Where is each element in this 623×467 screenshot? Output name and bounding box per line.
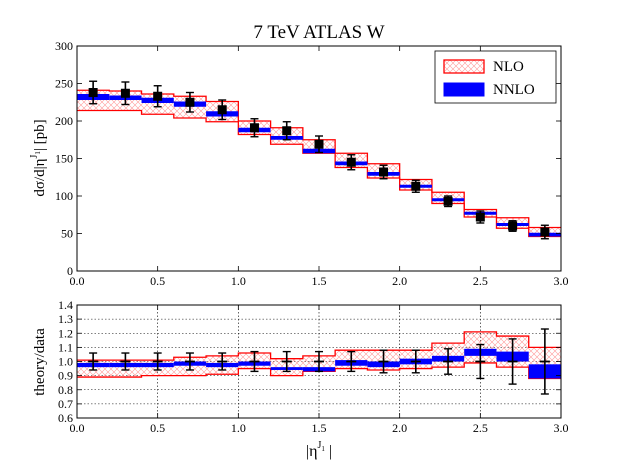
data-point [314,139,324,149]
y-tick-label: 1.0 [58,355,73,369]
x-tick-label: 2.5 [473,421,488,435]
x-tick-label: 3.0 [554,274,569,288]
legend-label-nnlo: NNLO [493,82,535,98]
data-point [153,91,163,101]
data-point [185,97,195,107]
data-point [346,157,356,167]
data-point [443,196,453,206]
data-point [508,221,518,231]
y-tick-label: 50 [61,227,73,241]
data-point [475,212,485,222]
y-tick-label: 1.3 [58,312,73,326]
y-tick-label: 150 [55,152,73,166]
ylabel-subscript: 1 [34,151,42,155]
y-tick-label: 100 [55,189,73,203]
x-tick-label: 2.5 [473,274,488,288]
data-point [411,181,421,191]
y-tick-label: 1.4 [58,298,73,312]
data-point [282,126,292,136]
ylabel-superscript: J [29,155,40,159]
data-point [217,105,227,115]
y-tick-label: 0.6 [58,411,73,425]
y-tick-label: 0.9 [58,369,73,383]
y-tick-label: 0.7 [58,397,73,411]
ylabel-main: dσ/d|η [32,158,48,196]
x-tick-label: 0.5 [150,421,165,435]
x-tick-label: 0.0 [70,274,85,288]
x-tick-label: 2.0 [392,421,407,435]
data-point [249,123,259,133]
x-axis-label: |ηJ1 | [306,440,332,460]
data-point [540,227,550,237]
legend-swatch-nnlo [443,82,485,97]
x-tick-label: 1.0 [231,274,246,288]
nlo-low-edge [77,109,561,238]
x-tick-label: 0.0 [70,421,85,435]
legend-swatch-nlo [443,59,485,74]
y-tick-label: 1.1 [58,340,73,354]
x-tick-label: 0.5 [150,274,165,288]
y-tick-label: 300 [55,39,73,53]
x-tick-label: 1.0 [231,421,246,435]
xlabel-superscript: J [317,440,321,451]
xlabel-main: |η [306,443,318,460]
y-tick-label: 250 [55,77,73,91]
xlabel-subscript: 1 [321,445,325,453]
x-tick-label: 2.0 [392,274,407,288]
bottom-y-axis-label: theory/data [32,328,48,396]
legend: NLO NNLO [434,50,557,104]
x-tick-label: 1.5 [312,421,327,435]
y-tick-label: 200 [55,114,73,128]
y-tick-label: 1.2 [58,326,73,340]
data-point [88,88,98,97]
chart-title: 7 TeV ATLAS W [253,22,384,43]
data-point [379,167,389,177]
x-tick-label: 3.0 [554,421,569,435]
ylabel-tail: | [pb] [32,119,48,151]
data-point [120,88,130,98]
top-y-axis-label: dσ/d|ηJ1| [pb] [29,119,48,196]
legend-label-nlo: NLO [493,59,524,75]
x-tick-label: 1.5 [312,274,327,288]
xlabel-tail: | [325,443,332,460]
y-tick-label: 0.8 [58,383,73,397]
y-tick-label: 0 [67,264,73,278]
